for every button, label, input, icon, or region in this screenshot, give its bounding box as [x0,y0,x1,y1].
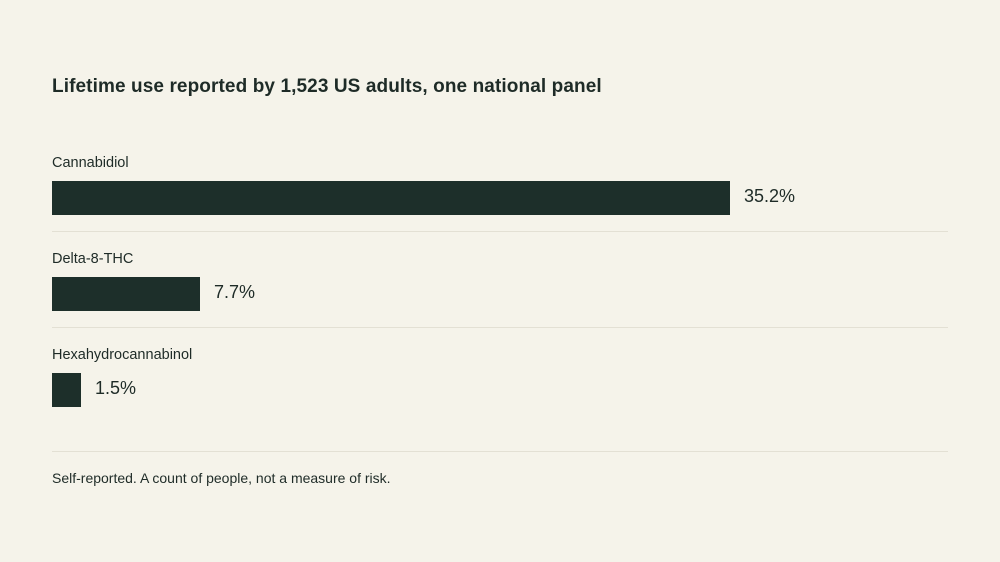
chart-title: Lifetime use reported by 1,523 US adults… [52,76,602,97]
bar [52,181,730,215]
category-label: Hexahydrocannabinol [52,347,193,363]
bar-row: Delta-8-THC 7.7% [52,251,948,347]
row-divider [52,231,948,232]
row-divider [52,327,948,328]
value-label: 7.7% [214,282,256,302]
value-label: 1.5% [95,378,137,398]
bar [52,373,81,407]
bar-row: Cannabidiol 35.2% [52,155,948,251]
bar-row: Hexahydrocannabinol 1.5% [52,347,948,443]
category-label: Delta-8-THC [52,251,134,267]
value-label: 35.2% [744,186,796,206]
bar [52,277,200,311]
chart-note: Self-reported. A count of people, not a … [52,470,391,486]
bottom-divider [52,451,948,452]
category-label: Cannabidiol [52,155,129,171]
chart: Lifetime use reported by 1,523 US adults… [52,0,948,562]
